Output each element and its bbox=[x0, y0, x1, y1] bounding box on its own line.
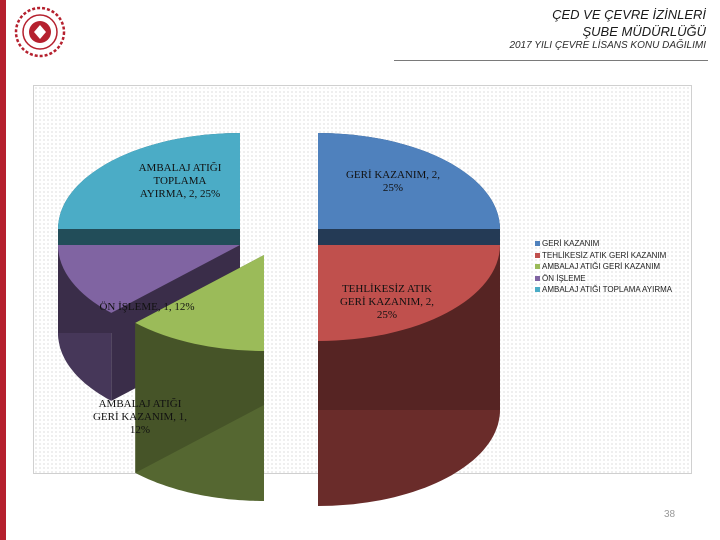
legend-swatch bbox=[535, 275, 540, 281]
pie-slice-top bbox=[58, 133, 240, 229]
legend-label: AMBALAJ ATIĞI GERİ KAZANIM bbox=[542, 262, 661, 272]
title-line-2: ŞUBE MÜDÜRLÜĞÜ bbox=[582, 24, 706, 39]
legend-swatch bbox=[535, 264, 540, 270]
header-divider bbox=[394, 60, 708, 61]
pie-slice-wall bbox=[318, 229, 500, 249]
ministry-seal-icon bbox=[14, 6, 66, 58]
data-label: AMBALAJ ATIĞI GERİ KAZANIM, 1, 12% bbox=[93, 398, 187, 436]
legend-item: TEHLİKESİZ ATIK GERİ KAZANIM bbox=[535, 250, 672, 262]
legend-label: ÖN İŞLEME bbox=[542, 273, 586, 283]
pie-slice-tehli-kesi-z-atik-geri-kazanim bbox=[318, 245, 500, 506]
legend-swatch bbox=[535, 287, 540, 293]
data-label: GERİ KAZANIM, 2, 25% bbox=[346, 169, 440, 194]
legend-item: AMBALAJ ATIĞI GERİ KAZANIM bbox=[535, 261, 672, 273]
accent-bar bbox=[0, 0, 6, 540]
legend-label: GERİ KAZANIM bbox=[542, 239, 600, 249]
legend-label: TEHLİKESİZ ATIK GERİ KAZANIM bbox=[542, 250, 667, 260]
data-label: ÖN İŞLEME, 1, 12% bbox=[99, 301, 194, 313]
pie-slice-top bbox=[318, 133, 500, 229]
page-number: 38 bbox=[664, 509, 676, 520]
page-title: ÇED VE ÇEVRE İZİNLERİ ŞUBE MÜDÜRLÜĞÜ bbox=[552, 6, 706, 40]
pie-slice-top bbox=[57, 245, 240, 313]
title-line-1: ÇED VE ÇEVRE İZİNLERİ bbox=[552, 7, 706, 22]
legend-item: ÖN İŞLEME bbox=[535, 273, 672, 285]
legend-swatch bbox=[535, 252, 540, 258]
legend-item: AMBALAJ ATIĞI TOPLAMA AYIRMA bbox=[535, 284, 672, 296]
data-label: TEHLİKESİZ ATIK GERİ KAZANIM, 2, 25% bbox=[340, 283, 434, 321]
pie-slice-top bbox=[318, 245, 500, 341]
legend-swatch bbox=[535, 241, 540, 247]
chart-legend: GERİ KAZANIM TEHLİKESİZ ATIK GERİ KAZANIM… bbox=[535, 238, 672, 296]
legend-label: AMBALAJ ATIĞI TOPLAMA AYIRMA bbox=[542, 285, 673, 295]
pie-slice-top bbox=[135, 255, 264, 351]
legend-item: GERİ KAZANIM bbox=[535, 238, 672, 250]
pie-slice-ambalaj-ati-i-geri-kazanim bbox=[135, 255, 264, 501]
page-subtitle: 2017 YILI ÇEVRE LİSANS KONU DAĞILIMI bbox=[509, 40, 706, 51]
pie-slice-geri-kazanim bbox=[318, 133, 500, 249]
data-label: AMBALAJ ATIĞI TOPLAMA AYIRMA, 2, 25% bbox=[139, 162, 222, 200]
